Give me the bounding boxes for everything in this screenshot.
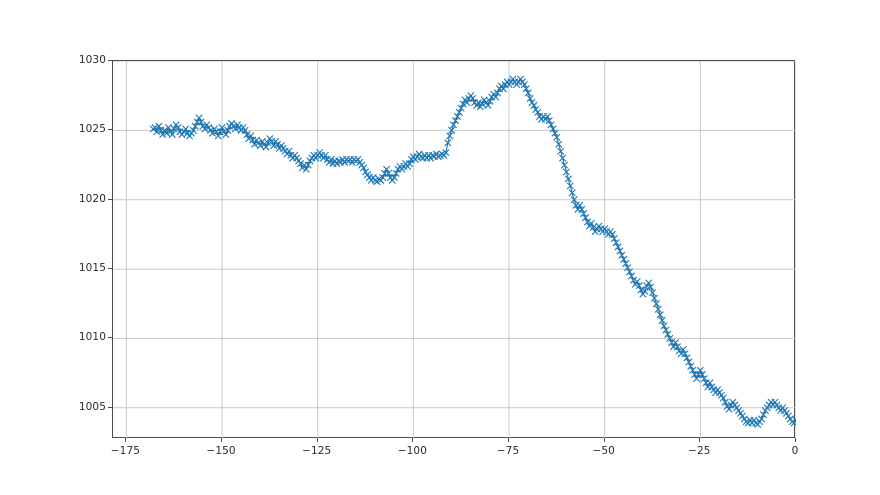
x-tick-label: −150 [206,445,236,457]
grid-lines [113,61,796,439]
data-series-layer [149,75,796,429]
y-tick-label: 1015 [78,262,106,275]
y-tick-label: 1010 [78,331,106,344]
x-tick-label: −50 [592,445,615,457]
x-tick-label: −75 [496,445,520,457]
y-tick-label: 1020 [78,192,106,205]
x-tick-label: −100 [397,445,427,457]
y-tick-label: 1030 [78,54,106,66]
y-tick-label: 1025 [78,123,106,136]
plot-axes [112,60,796,439]
y-tick-label: 1005 [78,400,106,413]
x-tick-label: −175 [110,445,141,457]
data-markers-1 [149,75,796,429]
x-tick-label: −25 [688,445,711,457]
plot-canvas [113,61,796,439]
x-tick-label: −125 [302,445,332,457]
x-tick-label: 0 [791,445,799,457]
